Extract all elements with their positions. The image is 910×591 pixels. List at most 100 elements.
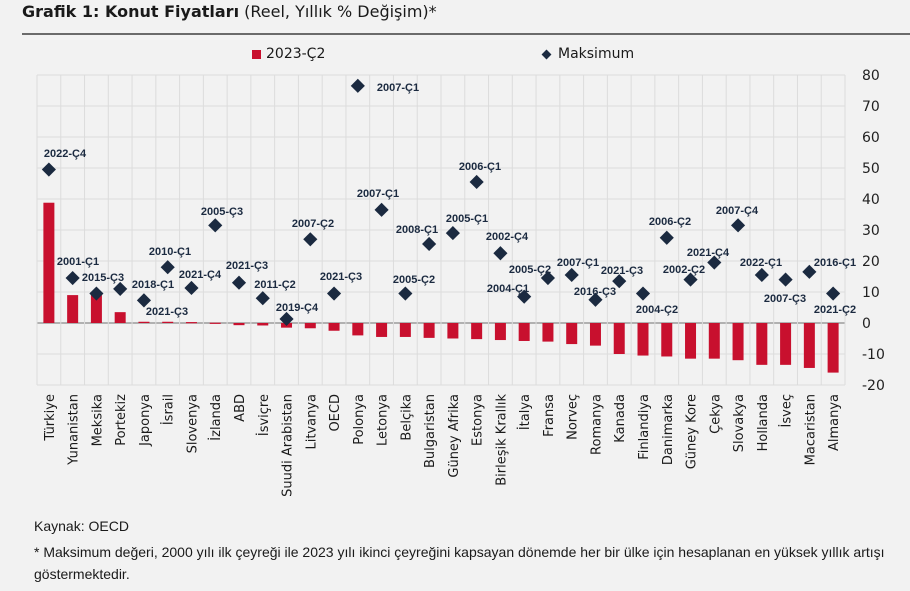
x-tick-label: Norveç [566,394,581,440]
max-marker [398,286,413,301]
x-tick-label: Yunanistan [67,394,82,466]
x-tick-label: Slovakya [732,394,747,452]
bar [162,321,174,323]
bar [589,323,601,346]
max-marker [517,289,532,304]
legend-item-marker: Maksimum [541,46,635,62]
max-marker [659,230,674,245]
max-marker [469,174,484,190]
bar [708,323,720,359]
bar [542,323,554,342]
bar [732,323,744,361]
max-marker [612,274,627,289]
bar [304,323,316,329]
max-data-label: 2006-Ç2 [649,216,691,228]
max-data-label: 2021-Ç4 [687,247,730,259]
x-tick-label: Türkiye [43,394,58,442]
max-data-label: 2005-Ç1 [446,213,488,225]
y-tick-label: 30 [862,223,880,239]
max-marker [588,292,603,307]
chart-area: 80 70 60 50 40 30 20 10 0 -10 -20 2022-Ç4 2001-Ç1 201… [36,68,885,497]
max-data-label: 2007-Ç1 [557,257,599,269]
max-marker [374,202,389,217]
x-tick-label: İsrail [161,394,177,425]
y-tick-label: 10 [862,285,880,301]
max-data-label: 2005-Ç2 [509,264,551,276]
max-data-label: 2019-Ç4 [276,302,319,314]
max-marker [113,281,128,296]
y-tick-label: 80 [862,68,880,84]
x-tick-label: İsveç [779,394,795,427]
title-divider [22,33,910,35]
max-marker [208,218,223,233]
max-marker [826,286,841,301]
max-marker [255,291,270,306]
max-data-label: 2008-Ç1 [396,224,438,236]
bar [399,323,411,337]
x-tick-label: Danimarka [661,394,676,465]
max-data-label: 2022-Ç1 [740,257,782,269]
x-tick-label: ABD [233,394,248,422]
max-data-label: 2018-Ç1 [132,279,174,291]
max-data-label: 2016-Ç3 [574,286,616,298]
max-data-label: 2021-Ç2 [814,304,856,316]
max-marker [231,275,247,290]
max-data-label: 2004-Ç1 [487,283,529,295]
bar [90,295,102,323]
max-marker [730,218,746,233]
max-marker [350,78,365,93]
max-data-label: 2007-Ç1 [377,82,419,94]
max-marker [707,255,722,270]
bar [780,323,792,365]
bar [114,312,126,323]
y-tick-label: -20 [862,378,885,394]
max-marker [65,270,80,286]
chart-title-subtitle: (Reel, Yıllık % Değişim)* [239,2,437,21]
max-marker [136,293,152,308]
bar [756,323,768,365]
bar [328,323,340,331]
bar [67,295,79,323]
y-tick-label: 40 [862,192,880,208]
max-data-label: 2005-Ç3 [201,206,243,218]
x-tick-label: Litvanya [304,394,319,450]
x-tick-label: Macaristan [803,394,818,465]
max-data-label: 2005-Ç2 [393,274,435,286]
x-tick-label: İsviçre [256,394,272,436]
max-marker [540,270,556,286]
max-data-label: 2010-Ç1 [149,246,191,258]
max-marker [683,272,698,287]
x-tick-label: OECD [328,394,343,432]
legend-item-bar: 2023-Ç2 [252,46,325,62]
y-tick-label: -10 [862,347,885,363]
legend-label-marker: Maksimum [558,46,635,62]
x-tick-label: Letonya [376,394,391,446]
max-marker [326,286,342,301]
max-marker [778,272,793,287]
bar [685,323,697,359]
max-data-label: 2021-Ç3 [146,306,188,318]
bar [827,323,839,373]
x-tick-label: Hollanda [756,394,771,451]
max-data-label: 2021-Ç3 [320,271,362,283]
bar [494,323,506,341]
x-tick-label: Meksika [90,394,105,446]
max-data-label: 2011-Ç2 [254,279,296,291]
x-tick-label: Portekiz [114,394,129,446]
bar [661,323,673,357]
x-tick-label: Slovenya [185,394,200,453]
bar [376,323,388,337]
max-data-label: 2007-Ç2 [292,218,334,230]
max-marker [802,264,817,279]
chart-title: Grafik 1: Konut Fiyatları (Reel, Yıllık … [22,2,437,21]
x-tick-label: Polonya [352,394,367,445]
max-data-label: 2015-Ç3 [82,272,124,284]
x-tick-label: Romanya [589,394,604,455]
max-marker [635,286,651,301]
max-data-label: 2021-Ç3 [226,260,268,272]
max-marker [303,232,318,247]
x-tick-label: İtalya [517,394,533,430]
x-tick-label: Suudi Arabistan [281,394,296,497]
max-marker [160,260,175,275]
max-marker [41,162,56,177]
